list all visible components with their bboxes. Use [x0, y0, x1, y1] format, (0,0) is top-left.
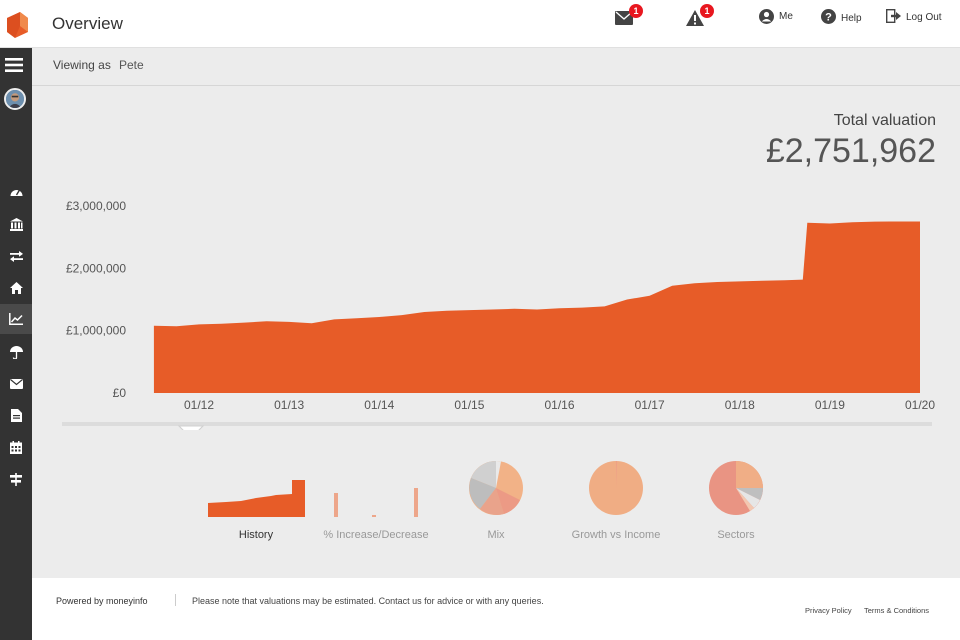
tile-label-increase-decrease: % Increase/Decrease	[323, 529, 429, 541]
umbrella-icon	[9, 345, 23, 359]
viewing-as-name: Pete	[119, 58, 144, 72]
sidebar-item-property[interactable]	[0, 273, 32, 303]
history-thumbnail	[208, 480, 305, 517]
alerts-button[interactable]: 1	[686, 4, 714, 28]
terms-conditions-link[interactable]: Terms & Conditions	[864, 606, 930, 615]
messages-button[interactable]: 1	[615, 4, 643, 28]
tile-label-sectors: Sectors	[717, 529, 755, 541]
tile-mix[interactable]: Mix	[436, 460, 556, 550]
x-tick-label: 01/17	[635, 398, 665, 412]
x-tick-label: 01/13	[274, 398, 304, 412]
sidebar-item-bank[interactable]	[0, 209, 32, 239]
y-tick-label: £3,000,000	[66, 199, 126, 213]
mail-icon	[9, 379, 23, 389]
increase-decrease-thumbnail	[334, 488, 418, 517]
viewing-as-label: Viewing as	[53, 58, 111, 72]
valuation-history-chart: £3,000,000 £2,000,000 £1,000,000 £0 01/12 01/…	[62, 199, 935, 430]
selected-tile-pointer	[177, 425, 205, 430]
sidebar-item-documents[interactable]	[0, 400, 32, 430]
signpost-icon	[10, 472, 22, 486]
sidebar-item-investments[interactable]	[0, 304, 32, 334]
me-link[interactable]: Me	[759, 9, 793, 24]
y-tick-label: £1,000,000	[66, 324, 126, 338]
tile-label-history: History	[238, 529, 274, 541]
footer-divider	[175, 594, 176, 606]
sidebar-item-transfers[interactable]	[0, 241, 32, 271]
y-tick-label: £0	[113, 386, 127, 400]
user-icon	[759, 9, 774, 24]
page-title: Overview	[52, 14, 123, 33]
chart-icon	[9, 313, 23, 325]
tile-label-mix: Mix	[487, 529, 505, 541]
sidebar	[0, 48, 32, 640]
home-icon	[9, 282, 23, 294]
tile-growth-vs-income[interactable]: Growth vs Income	[556, 460, 676, 550]
me-label: Me	[779, 11, 793, 22]
calendar-icon	[10, 440, 22, 454]
help-link[interactable]: ? Help	[821, 9, 862, 24]
viewing-as-bar: Viewing as Pete	[32, 48, 960, 86]
messages-badge: 1	[629, 4, 643, 18]
valuation-disclaimer: Please note that valuations may be estim…	[192, 596, 544, 606]
logo	[7, 12, 28, 38]
top-bar: Overview 1 1 Me ? Help	[0, 0, 960, 48]
avatar[interactable]	[4, 88, 26, 110]
x-tick-label: 01/12	[184, 398, 214, 412]
tile-label-growth-vs-income: Growth vs Income	[571, 529, 661, 541]
x-tick-label: 01/14	[364, 398, 394, 412]
sidebar-item-calendar[interactable]	[0, 432, 32, 462]
logout-label: Log Out	[906, 12, 942, 23]
tile-history[interactable]: History	[196, 460, 316, 550]
transfer-icon	[9, 250, 23, 262]
sidebar-item-dashboard[interactable]	[0, 177, 32, 207]
logout-icon	[886, 9, 901, 23]
privacy-policy-link[interactable]: Privacy Policy	[805, 606, 852, 615]
help-icon: ?	[821, 9, 836, 24]
x-tick-label: 01/18	[725, 398, 755, 412]
sectors-pie-thumbnail	[709, 461, 763, 515]
x-tick-label: 01/16	[544, 398, 574, 412]
powered-by[interactable]: Powered by moneyinfo	[56, 596, 148, 606]
document-icon	[10, 408, 22, 422]
logout-link[interactable]: Log Out	[886, 9, 942, 23]
footer: Powered by moneyinfo Please note that va…	[32, 578, 960, 640]
svg-text:?: ?	[825, 12, 832, 24]
mix-pie-thumbnail	[469, 461, 523, 515]
valuation-area	[153, 221, 920, 393]
warning-icon	[686, 10, 704, 26]
sidebar-item-protection[interactable]	[0, 337, 32, 367]
dashboard-icon	[10, 189, 22, 196]
x-tick-label: 01/20	[905, 398, 935, 412]
y-tick-label: £2,000,000	[66, 261, 126, 275]
bank-icon	[9, 217, 23, 231]
alerts-badge: 1	[700, 4, 714, 18]
total-valuation-amount: £2,751,962	[765, 132, 936, 170]
range-slider-track	[62, 422, 932, 426]
tile-sectors[interactable]: Sectors	[676, 460, 796, 550]
total-valuation-label: Total valuation	[833, 112, 936, 129]
x-tick-label: 01/15	[454, 398, 484, 412]
tile-increase-decrease[interactable]: % Increase/Decrease	[316, 460, 436, 550]
sidebar-item-planning[interactable]	[0, 464, 32, 494]
x-tick-label: 01/19	[815, 398, 845, 412]
sidebar-item-messages[interactable]	[0, 369, 32, 399]
help-label: Help	[841, 12, 862, 24]
menu-icon[interactable]	[5, 58, 23, 72]
growth-income-pie-thumbnail	[589, 460, 643, 515]
